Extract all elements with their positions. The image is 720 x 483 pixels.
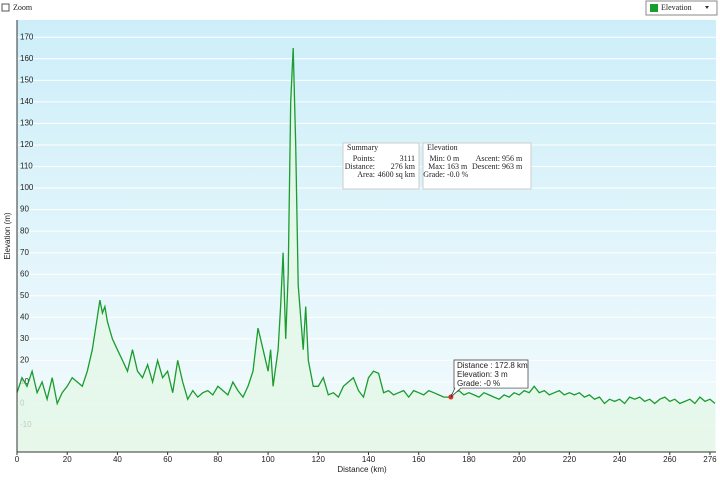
series-select[interactable] (645, 0, 718, 16)
summary-value: 3111 (400, 154, 415, 163)
elevation-stat: Min: (429, 154, 445, 163)
x-tick-label: 20 (63, 455, 72, 464)
x-tick-label: 160 (412, 455, 426, 464)
x-tick-label: 80 (213, 455, 222, 464)
summary-key: Area: (357, 170, 375, 179)
x-tick-label: 260 (663, 455, 677, 464)
series-select-label[interactable]: Elevation (661, 3, 692, 12)
y-tick-label: 80 (20, 226, 29, 235)
y-tick-label: 70 (20, 248, 29, 257)
elevation-line (16, 47, 716, 406)
y-tick-label: 100 (20, 183, 34, 192)
x-tick-label: 240 (613, 455, 627, 464)
elevation-stat: 163 m (447, 162, 468, 171)
x-tick-label: 0 (15, 455, 20, 464)
x-axis-title: Distance (km) (337, 465, 387, 474)
y-tick-label: 140 (20, 97, 34, 106)
x-tick-label: 200 (512, 455, 526, 464)
summary-value: 276 km (391, 162, 416, 171)
series-swatch (650, 4, 658, 12)
zoom-label[interactable]: Zoom (13, 3, 33, 12)
y-tick-label: 150 (20, 75, 34, 84)
elevation-stat: 956 m (502, 154, 523, 163)
x-tick-label: 220 (563, 455, 577, 464)
x-tick-label: 140 (362, 455, 376, 464)
y-tick-label: 130 (20, 119, 34, 128)
elevation-stat: Max: (428, 162, 445, 171)
summary-box (342, 142, 420, 190)
summary-value: 4600 sq km (378, 170, 416, 179)
y-tick-label: 50 (20, 291, 29, 300)
y-tick-label: 40 (20, 312, 29, 321)
tooltip-line: Grade: -0 % (457, 379, 500, 388)
elevation-stat: Grade: (423, 170, 445, 179)
summary-title: Summary (347, 143, 378, 152)
elevation-stat: Descent: (472, 162, 500, 171)
tooltip-line: Elevation: 3 m (457, 370, 508, 379)
tooltip-box (450, 359, 529, 398)
y-tick-label: 170 (20, 32, 34, 41)
elevation-title: Elevation (427, 143, 458, 152)
summary-panels: Summary Points: 3111 Distance: 276 km Area: 46… (342, 142, 532, 190)
elevation-stat: Ascent: (476, 154, 500, 163)
x-tick-label: 60 (163, 455, 172, 464)
y-tick-label: 20 (20, 356, 29, 365)
plot: -100102030405060708090100110120130140150… (15, 20, 717, 464)
x-tick-label: 40 (113, 455, 122, 464)
zoom-checkbox[interactable] (1, 3, 10, 12)
y-tick-label: 90 (20, 205, 29, 214)
elevation-stat: 0 m (447, 154, 460, 163)
tooltip-line: Distance : 172.8 km (457, 361, 528, 370)
area-fill (17, 48, 715, 452)
x-tick-label: 276 (703, 455, 717, 464)
y-tick-label: 60 (20, 269, 29, 278)
elevation-stat: -0.0 % (447, 170, 469, 179)
x-tick-label: 180 (462, 455, 476, 464)
y-tick-label: 110 (20, 162, 33, 171)
x-tick-label: 120 (312, 455, 326, 464)
y-tick-label: 160 (20, 54, 34, 63)
dropdown-arrow (705, 6, 709, 9)
y-tick-label: 30 (20, 334, 29, 343)
y-tick-label: 120 (20, 140, 34, 149)
elevation-box (422, 142, 532, 190)
x-tick-label: 100 (261, 455, 275, 464)
elevation-stat: 963 m (502, 162, 523, 171)
summary-key: Points: (353, 154, 375, 163)
summary-key: Distance: (345, 162, 375, 171)
y-axis-title: Elevation (m) (3, 212, 12, 259)
